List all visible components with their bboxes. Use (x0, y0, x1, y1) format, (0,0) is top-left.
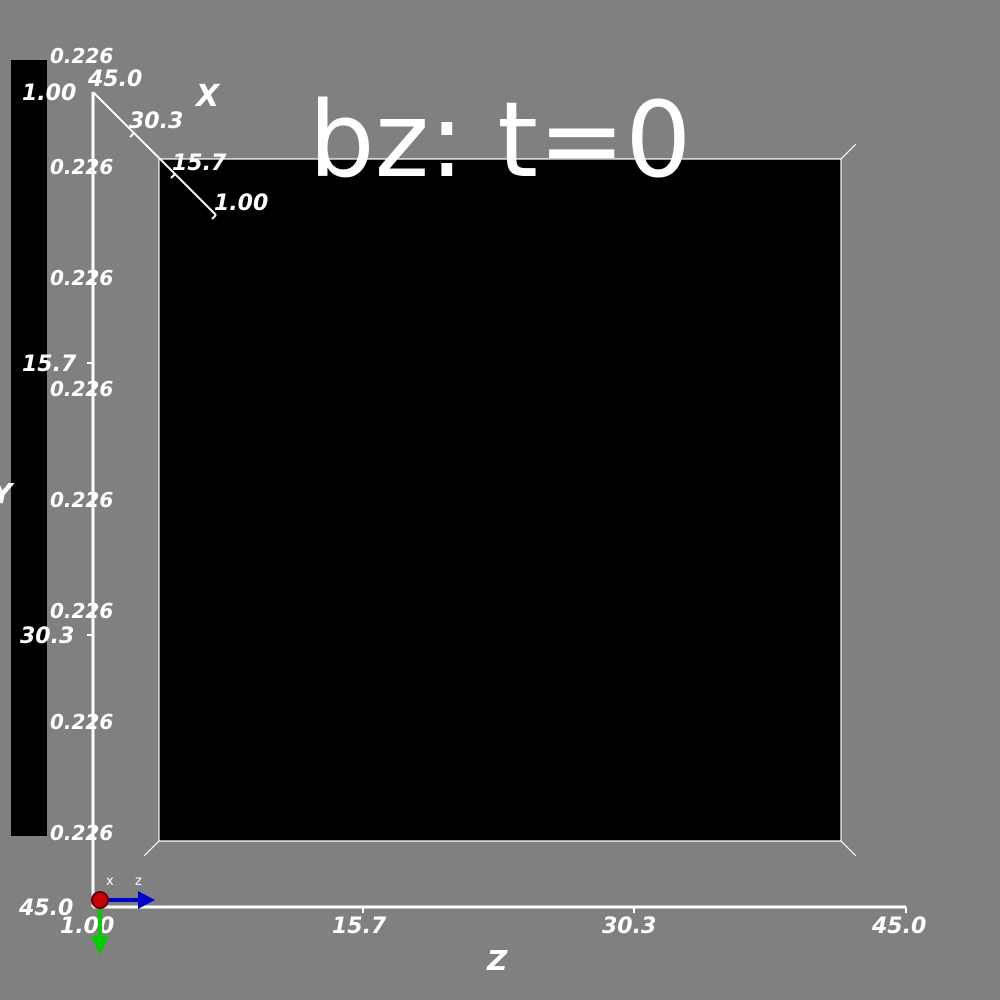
colorbar-label: 0.226 (50, 44, 113, 68)
colorbar-label: 0.226 (50, 710, 113, 734)
z-axis-title: Z (486, 944, 508, 977)
orientation-z-label: z (135, 874, 142, 889)
y-axis-title: Y (0, 477, 15, 510)
orientation-widget: x z (91, 874, 155, 955)
y-axis-labels: 1.00 15.7 30.3 45.0 Y (0, 81, 77, 921)
x-tick-label: 1.00 (214, 191, 268, 216)
x-tick-label: 30.3 (129, 109, 183, 134)
y-tick-label: 1.00 (22, 81, 76, 106)
colorbar (11, 60, 47, 836)
z-arrow-head-icon (138, 891, 155, 909)
colorbar-labels: 0.226 0.226 0.226 0.226 0.226 0.226 0.22… (50, 44, 113, 845)
colorbar-label: 0.226 (50, 488, 113, 512)
plot-title: bz: t=0 (309, 79, 692, 201)
y-tick-label: 15.7 (22, 352, 77, 377)
z-tick-label: 1.00 (60, 914, 114, 939)
y-tick-label: 30.3 (20, 624, 74, 649)
z-axis-labels: 1.00 15.7 30.3 45.0 Z (60, 914, 926, 977)
volume-render[interactable] (159, 159, 841, 841)
colorbar-label: 0.226 (50, 377, 113, 401)
z-tick-label: 30.3 (602, 914, 656, 939)
colorbar-label: 0.226 (50, 821, 113, 845)
x-tick-label: 45.0 (87, 67, 142, 92)
bounding-box (143, 143, 857, 857)
x-axis-title: X (194, 79, 221, 114)
x-arrow-dot-icon (91, 891, 109, 909)
x-axis-line (92, 91, 217, 216)
z-tick-label: 45.0 (871, 914, 926, 939)
z-tick-label: 15.7 (332, 914, 387, 939)
colorbar-label: 0.226 (50, 155, 113, 179)
orientation-x-label: x (106, 874, 114, 889)
axes-lines (91, 91, 906, 909)
axis-ticks (87, 132, 907, 913)
y-tick-label: 45.0 (18, 896, 73, 921)
x-tick-label: 15.7 (172, 151, 227, 176)
x-axis-labels: 45.0 30.3 15.7 1.00 X (87, 67, 268, 216)
y-arrow-head-icon (91, 936, 109, 955)
colorbar-label: 0.226 (50, 266, 113, 290)
colorbar-label: 0.226 (50, 599, 113, 623)
